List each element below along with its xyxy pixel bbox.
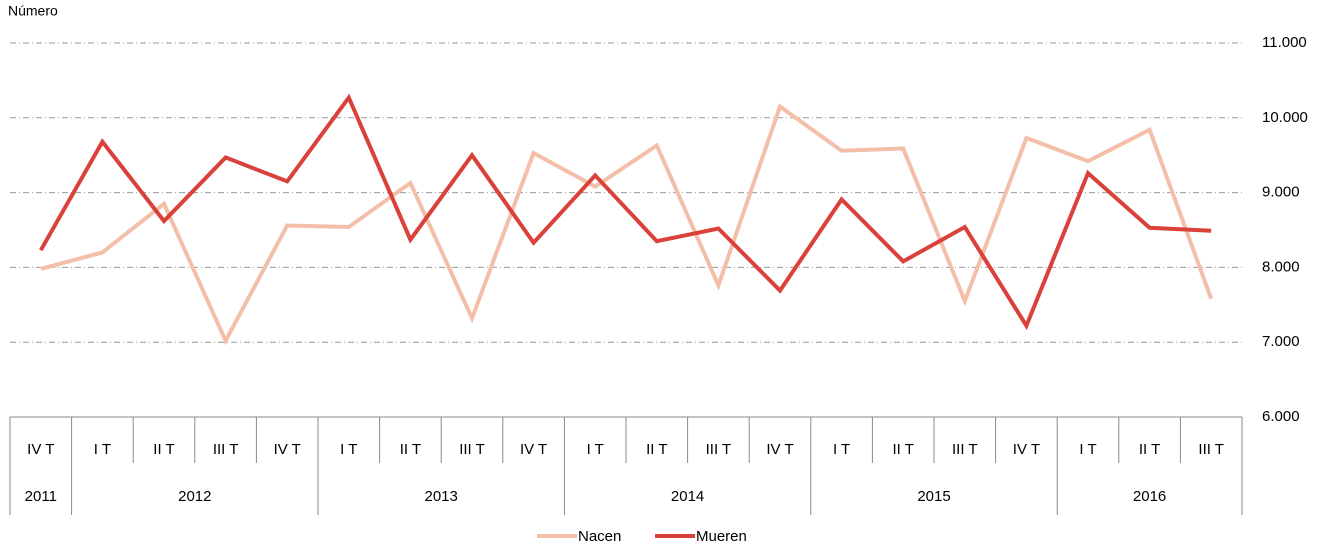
- year-label: 2016: [1133, 488, 1166, 505]
- x-tick-label: IV T: [520, 441, 547, 458]
- y-tick-label: 9.000: [1262, 184, 1300, 201]
- y-tick-label: 6.000: [1262, 408, 1300, 425]
- year-label: 2014: [671, 488, 704, 505]
- x-tick-label: III T: [1198, 441, 1224, 458]
- x-tick-label: IV T: [27, 441, 54, 458]
- x-tick-label: II T: [1139, 441, 1160, 458]
- x-tick-label: IV T: [274, 441, 301, 458]
- y-tick-label: 10.000: [1262, 109, 1308, 126]
- x-tick-label: II T: [400, 441, 421, 458]
- x-tick-label: I T: [833, 441, 850, 458]
- year-label: 2011: [25, 488, 57, 505]
- x-tick-label: I T: [1079, 441, 1096, 458]
- x-tick-label: II T: [892, 441, 913, 458]
- x-tick-label: IV T: [766, 441, 793, 458]
- x-tick-label: I T: [94, 441, 111, 458]
- year-label: 2012: [178, 488, 211, 505]
- y-tick-label: 7.000: [1262, 333, 1300, 350]
- y-tick-label: 8.000: [1262, 258, 1300, 275]
- year-label: 2015: [917, 488, 950, 505]
- series-line: [40, 103, 1214, 346]
- x-tick-label: III T: [213, 441, 239, 458]
- y-tick-label: 11.000: [1262, 34, 1307, 51]
- series-line: [39, 93, 1212, 331]
- x-tick-label: III T: [952, 441, 978, 458]
- y-axis-label: Número: [8, 3, 58, 19]
- x-tick-label: II T: [153, 441, 174, 458]
- x-tick-label: III T: [706, 441, 732, 458]
- x-tick-label: III T: [459, 441, 485, 458]
- year-label: 2013: [425, 488, 458, 505]
- legend-label: Mueren: [696, 528, 747, 545]
- x-tick-label: I T: [340, 441, 357, 458]
- legend-label: Nacen: [578, 528, 621, 545]
- x-tick-label: IV T: [1013, 441, 1040, 458]
- x-tick-label: II T: [646, 441, 667, 458]
- x-tick-label: I T: [587, 441, 604, 458]
